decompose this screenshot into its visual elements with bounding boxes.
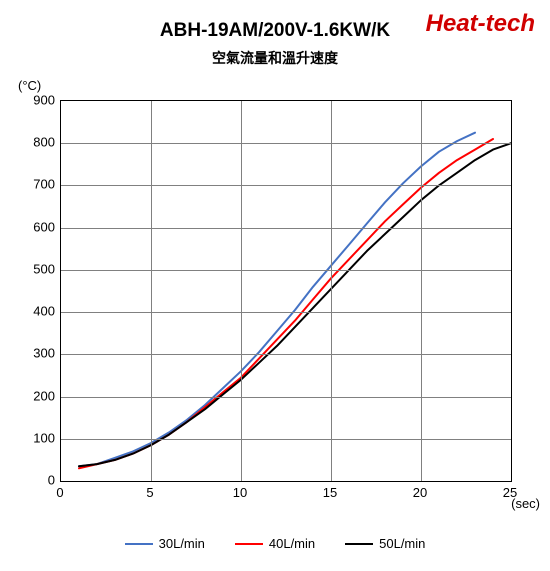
series-line [79, 133, 475, 467]
grid-line-horizontal [61, 439, 511, 440]
legend-item: 50L/min [345, 536, 425, 551]
y-tick-label: 800 [15, 135, 55, 150]
chart-subtitle: 空氣流量和溫升速度 [0, 48, 550, 68]
y-tick-label: 400 [15, 304, 55, 319]
legend-label: 50L/min [379, 536, 425, 551]
chart-lines-svg [61, 101, 511, 481]
y-axis-unit: (°C) [18, 78, 41, 93]
y-tick-label: 200 [15, 388, 55, 403]
chart-title: ABH-19AM/200V-1.6KW/K [0, 20, 550, 42]
grid-line-horizontal [61, 397, 511, 398]
legend-item: 30L/min [125, 536, 205, 551]
x-tick-label: 5 [130, 485, 170, 500]
y-tick-label: 700 [15, 177, 55, 192]
y-tick-label: 300 [15, 346, 55, 361]
grid-line-horizontal [61, 143, 511, 144]
grid-line-horizontal [61, 312, 511, 313]
legend-swatch [125, 543, 153, 545]
legend-swatch [235, 543, 263, 545]
y-tick-label: 600 [15, 219, 55, 234]
grid-line-horizontal [61, 270, 511, 271]
series-line [79, 143, 511, 466]
y-tick-label: 100 [15, 430, 55, 445]
grid-line-vertical [151, 101, 152, 481]
grid-line-vertical [241, 101, 242, 481]
x-tick-label: 20 [400, 485, 440, 500]
grid-line-horizontal [61, 228, 511, 229]
legend-item: 40L/min [235, 536, 315, 551]
y-tick-label: 500 [15, 261, 55, 276]
legend-swatch [345, 543, 373, 545]
plot-area [60, 100, 512, 482]
chart-container: Heat-tech ABH-19AM/200V-1.6KW/K 空氣流量和溫升速… [0, 0, 550, 571]
x-tick-label: 25 [490, 485, 530, 500]
x-tick-label: 0 [40, 485, 80, 500]
x-tick-label: 10 [220, 485, 260, 500]
grid-line-vertical [421, 101, 422, 481]
grid-line-vertical [331, 101, 332, 481]
x-tick-label: 15 [310, 485, 350, 500]
legend: 30L/min 40L/min 50L/min [0, 536, 550, 551]
legend-label: 30L/min [159, 536, 205, 551]
series-line [79, 139, 493, 468]
y-tick-label: 900 [15, 93, 55, 108]
grid-line-horizontal [61, 354, 511, 355]
legend-label: 40L/min [269, 536, 315, 551]
grid-line-horizontal [61, 185, 511, 186]
